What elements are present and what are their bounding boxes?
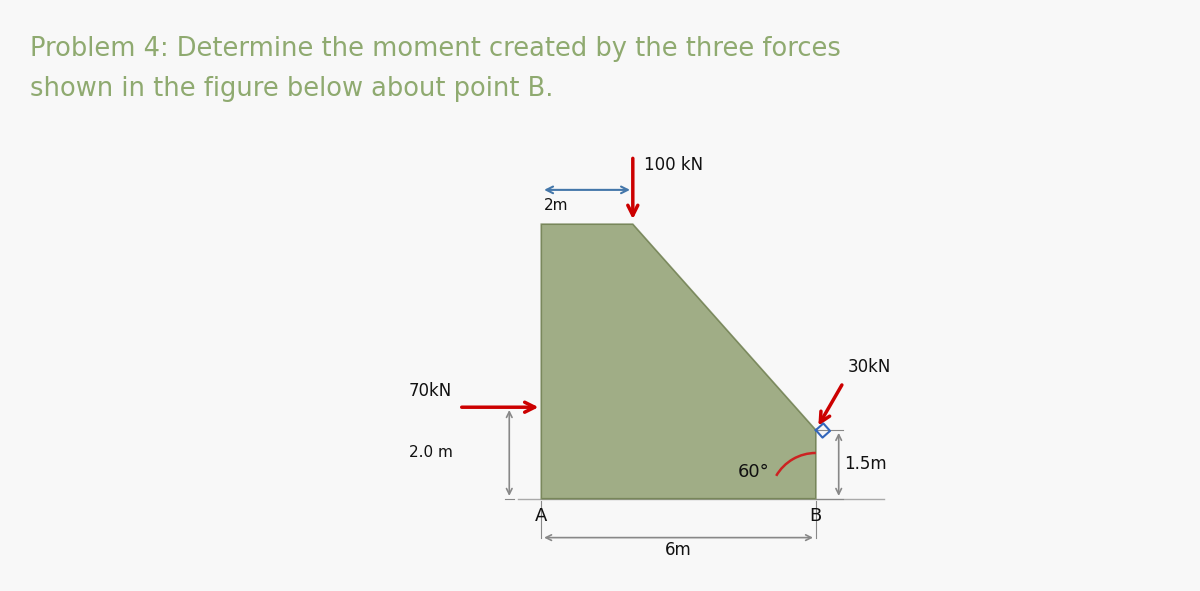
- Text: 6m: 6m: [665, 541, 692, 559]
- Text: A: A: [535, 507, 547, 525]
- Text: 30kN: 30kN: [848, 358, 892, 376]
- Text: B: B: [810, 507, 822, 525]
- Text: 2m: 2m: [544, 197, 568, 213]
- Text: 2.0 m: 2.0 m: [409, 446, 452, 460]
- Text: 60°: 60°: [738, 463, 770, 481]
- Polygon shape: [541, 224, 816, 499]
- Text: 100 kN: 100 kN: [644, 155, 703, 174]
- Text: 1.5m: 1.5m: [844, 456, 887, 473]
- Text: 70kN: 70kN: [409, 382, 452, 400]
- Text: shown in the figure below about point B.: shown in the figure below about point B.: [30, 76, 553, 102]
- Text: Problem 4: Determine the moment created by the three forces: Problem 4: Determine the moment created …: [30, 36, 841, 62]
